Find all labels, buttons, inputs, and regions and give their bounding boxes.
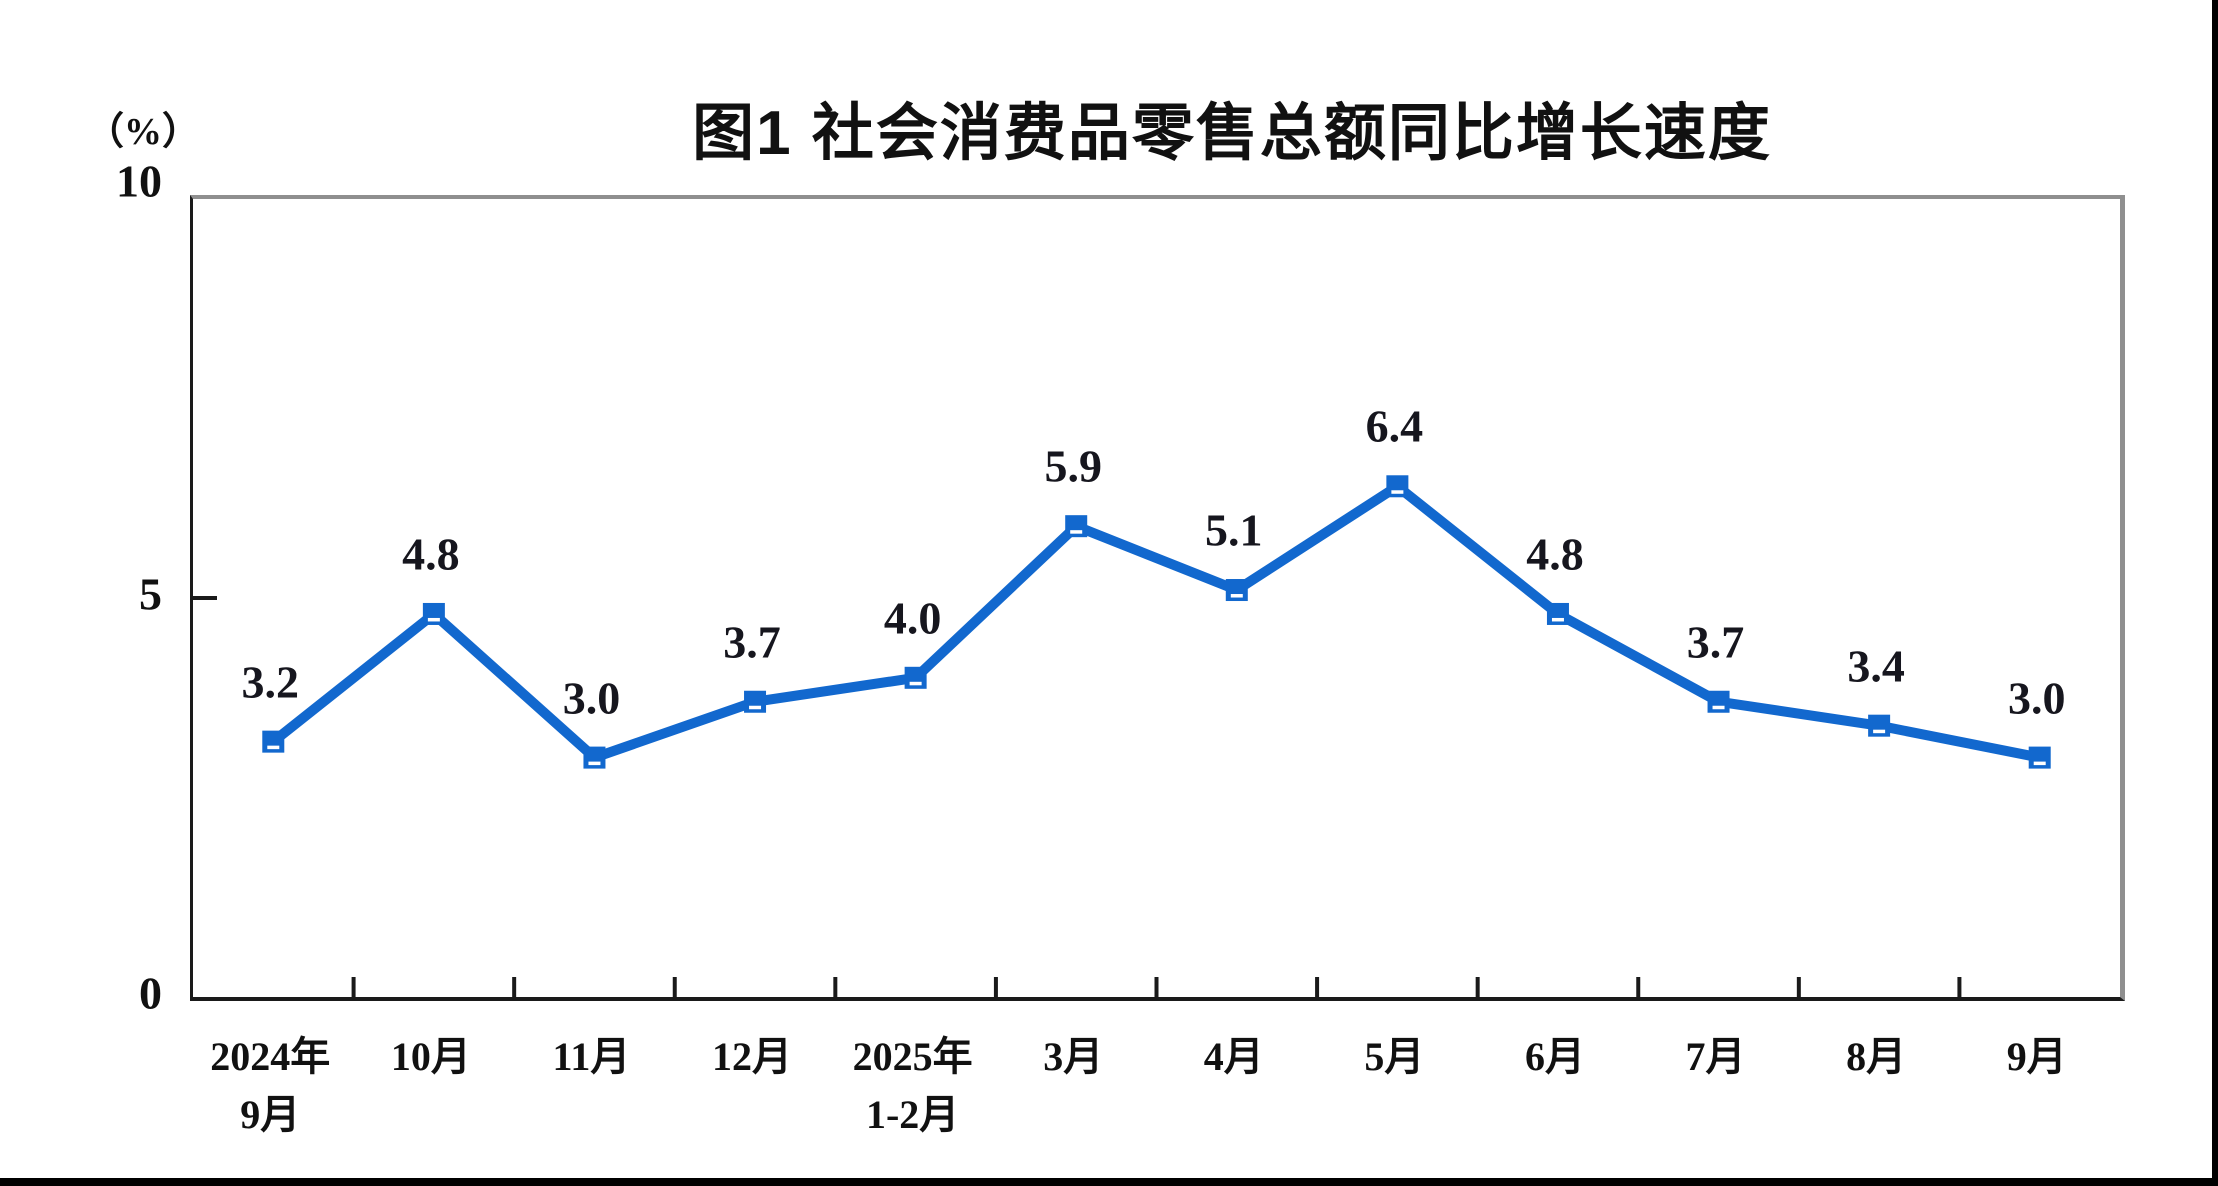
data-point-marker-notch <box>2033 761 2046 766</box>
data-point-marker <box>744 690 767 713</box>
x-category-label: 9月 <box>2007 1028 2067 1086</box>
data-point-marker <box>1386 475 1409 498</box>
x-category-label: 11月 <box>553 1028 631 1086</box>
data-point-marker-notch <box>749 705 762 710</box>
data-point-marker <box>1225 579 1248 602</box>
x-category-label-line: 1-2月 <box>865 1092 960 1137</box>
data-point-marker <box>1065 515 1088 538</box>
data-point-label: 3.0 <box>2007 672 2066 724</box>
data-point-marker-notch <box>1712 705 1725 710</box>
x-category-label: 6月 <box>1525 1028 1585 1086</box>
x-category-label: 2025年 1-2月 <box>853 1028 973 1144</box>
data-point-label: 5.1 <box>1205 504 1263 556</box>
x-category-label-line: 6月 <box>1524 1034 1585 1079</box>
x-category-label-line: 11月 <box>552 1034 631 1079</box>
x-category-label-line: 12月 <box>712 1034 793 1079</box>
y-tick-label: 5 <box>139 568 162 620</box>
x-category-label: 3月 <box>1043 1028 1103 1086</box>
data-point-marker <box>262 730 285 753</box>
series-line <box>270 481 2041 763</box>
data-point-marker-notch <box>1551 617 1564 622</box>
data-point-marker <box>904 666 927 689</box>
data-point-marker-notch <box>427 617 440 622</box>
x-category-label-line: 9月 <box>2006 1034 2067 1079</box>
data-point-label: 4.8 <box>1526 528 1584 580</box>
x-category-label-line: 2025年 <box>852 1034 973 1079</box>
chart-title: 图1 社会消费品零售总额同比增长速度 <box>692 99 1772 168</box>
y-tick-label: 10 <box>116 155 162 207</box>
data-point-label: 6.4 <box>1365 400 1424 452</box>
data-point-label: 4.8 <box>402 528 460 580</box>
x-category-label: 7月 <box>1686 1028 1746 1086</box>
data-point-marker <box>583 746 606 769</box>
bottom-border-bar <box>0 1178 2218 1186</box>
x-category-label-line: 10月 <box>390 1034 471 1079</box>
data-point-marker-notch <box>1873 729 1886 734</box>
data-point-marker-notch <box>588 761 601 766</box>
x-category-label-line: 4月 <box>1203 1034 1264 1079</box>
plot-area <box>190 195 2125 1001</box>
line-chart-canvas <box>193 475 2051 997</box>
data-point-label: 5.9 <box>1044 440 1102 492</box>
y-axis-unit-label: （%） <box>85 111 200 153</box>
data-point-label: 3.7 <box>1686 616 1745 668</box>
x-category-label: 8月 <box>1846 1028 1906 1086</box>
data-point-marker <box>1546 602 1569 625</box>
data-point-label: 4.0 <box>883 592 942 644</box>
x-category-label: 2024年 9月 <box>210 1028 330 1144</box>
x-category-label-line: 9月 <box>240 1092 301 1137</box>
data-point-marker <box>422 602 445 625</box>
data-point-marker <box>1707 690 1730 713</box>
data-point-label: 3.0 <box>562 672 621 724</box>
x-category-label-line: 2024年 <box>210 1034 331 1079</box>
x-category-label-line: 5月 <box>1364 1034 1425 1079</box>
data-point-marker <box>1868 714 1891 737</box>
x-category-label: 4月 <box>1204 1028 1264 1086</box>
x-category-label: 10月 <box>391 1028 471 1086</box>
data-point-label: 3.2 <box>241 656 300 708</box>
x-category-label-line: 7月 <box>1685 1034 1746 1079</box>
x-category-label-line: 8月 <box>1846 1034 1907 1079</box>
x-category-label: 5月 <box>1364 1028 1424 1086</box>
y-tick-label: 0 <box>139 967 162 1019</box>
data-point-marker <box>2028 746 2051 769</box>
right-border-bar <box>2212 0 2218 1186</box>
data-point-marker-notch <box>909 681 922 686</box>
x-category-label: 12月 <box>712 1028 792 1086</box>
data-point-marker-notch <box>1230 594 1243 598</box>
data-point-marker-notch <box>1391 490 1404 494</box>
data-point-marker-notch <box>1070 530 1083 534</box>
data-point-label: 3.7 <box>723 616 781 668</box>
data-point-label: 3.4 <box>1847 640 1905 692</box>
x-category-label-line: 3月 <box>1043 1034 1104 1079</box>
data-point-marker-notch <box>267 745 280 750</box>
